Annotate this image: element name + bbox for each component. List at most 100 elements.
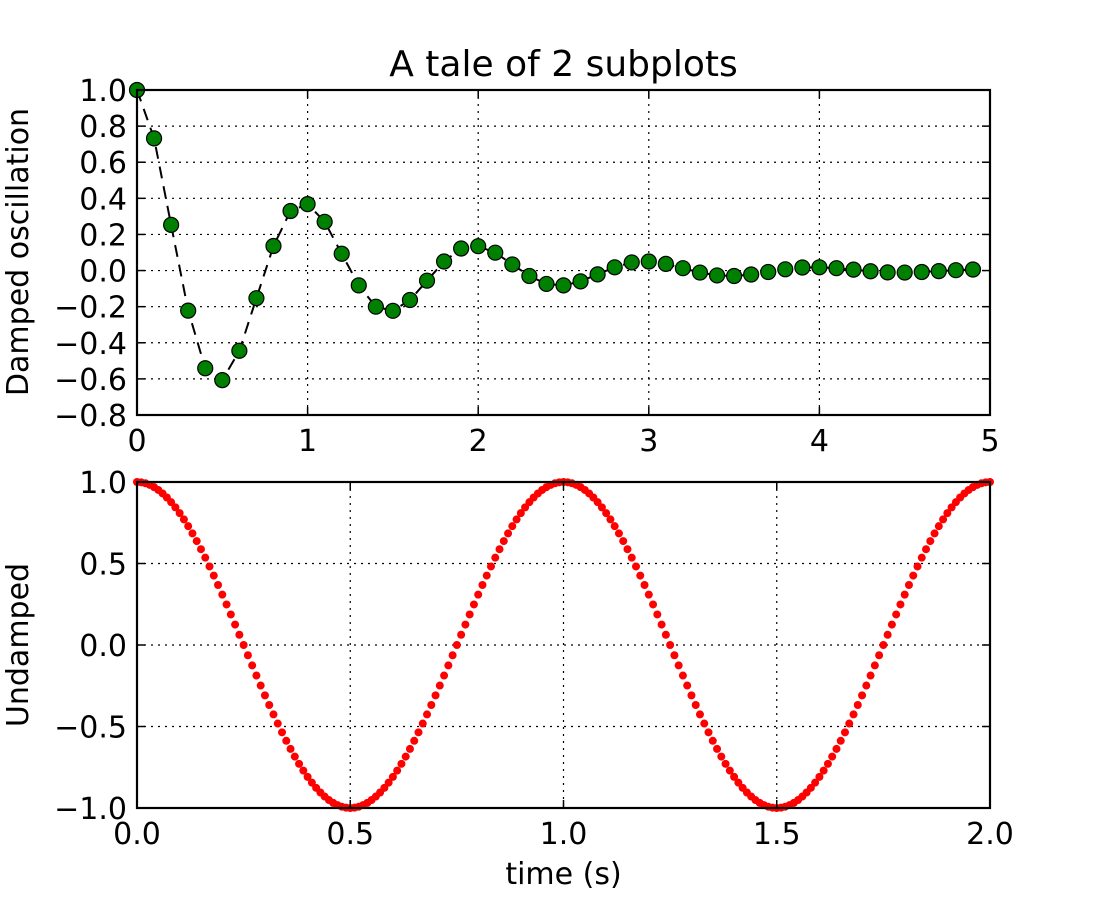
- data-point: [623, 254, 640, 271]
- data-point: [725, 766, 734, 775]
- data-point: [269, 710, 278, 719]
- bottom-y-tick-label: 0.0: [79, 629, 127, 664]
- data-point: [538, 275, 555, 293]
- data-point: [879, 264, 896, 281]
- data-point: [939, 515, 948, 524]
- data-point: [743, 266, 760, 283]
- top-y-tick-label: 0.2: [79, 218, 127, 253]
- data-point: [248, 290, 265, 307]
- data-point: [367, 298, 384, 315]
- data-point: [452, 641, 461, 649]
- data-point: [205, 562, 214, 571]
- data-point: [794, 259, 811, 276]
- data-point: [444, 661, 453, 670]
- data-point: [811, 259, 828, 276]
- data-point: [435, 253, 453, 270]
- data-point: [192, 537, 201, 546]
- top-axes-frame: [135, 88, 992, 417]
- data-point: [674, 661, 683, 670]
- data-point: [678, 671, 687, 680]
- data-point: [597, 503, 606, 512]
- data-point: [636, 571, 645, 580]
- data-point: [917, 553, 926, 562]
- data-point: [811, 778, 820, 787]
- data-point: [845, 719, 854, 728]
- data-point: [214, 372, 231, 389]
- data-point: [934, 522, 943, 531]
- data-point: [495, 545, 504, 554]
- data-point: [145, 130, 163, 147]
- data-point: [866, 671, 875, 680]
- data-point: [708, 267, 726, 284]
- data-point: [819, 766, 828, 775]
- data-point: [832, 744, 841, 753]
- bottom-y-tick-label: −0.5: [54, 711, 127, 746]
- data-point: [469, 600, 478, 609]
- top-y-tick-label: −0.8: [54, 399, 127, 434]
- data-point: [474, 590, 483, 599]
- data-point: [175, 509, 184, 518]
- data-point: [410, 736, 419, 745]
- top-ticks: 0 1 2 3 4 5 1.00.80.60.40.20.0−0.2−0.4−0.6−0.8: [54, 74, 999, 459]
- data-point: [627, 553, 636, 562]
- data-point: [448, 651, 457, 660]
- data-point: [572, 273, 589, 290]
- data-point: [461, 620, 470, 629]
- data-point: [179, 515, 188, 524]
- data-point: [299, 196, 316, 213]
- data-point: [661, 630, 670, 639]
- data-point: [196, 545, 205, 554]
- data-point: [405, 744, 414, 753]
- data-point: [427, 701, 436, 710]
- data-point: [435, 681, 444, 690]
- data-point: [226, 610, 235, 619]
- undamped-series: [133, 478, 994, 812]
- data-point: [487, 244, 504, 261]
- top-y-tick-label: −0.6: [54, 363, 127, 398]
- data-point: [491, 553, 500, 562]
- top-y-tick-label: 1.0: [79, 74, 127, 109]
- data-point: [657, 255, 674, 272]
- data-point: [623, 545, 632, 554]
- data-point: [947, 262, 964, 279]
- data-point: [290, 752, 299, 761]
- data-point: [649, 600, 658, 609]
- data-point: [299, 766, 308, 775]
- data-point: [815, 772, 824, 781]
- data-point: [499, 537, 508, 546]
- data-point: [695, 710, 704, 719]
- data-point: [282, 736, 291, 745]
- data-point: [555, 277, 572, 294]
- top-x-tick-label: 0: [127, 424, 146, 459]
- data-point: [516, 509, 525, 518]
- data-point: [201, 553, 210, 562]
- data-point: [440, 671, 449, 680]
- top-y-tick-label: −0.2: [54, 291, 127, 326]
- data-point: [589, 266, 606, 283]
- data-point: [687, 691, 696, 700]
- data-point: [657, 620, 666, 629]
- data-point: [171, 503, 180, 512]
- data-point: [231, 620, 240, 629]
- data-point: [896, 600, 905, 609]
- data-point: [900, 590, 909, 599]
- top-x-tick-label: 4: [810, 424, 829, 459]
- data-point: [457, 630, 466, 639]
- bottom-x-tick-label: 1.5: [753, 817, 801, 852]
- data-point: [197, 360, 214, 377]
- top-y-tick-label: −0.4: [54, 327, 127, 362]
- data-point: [478, 580, 487, 589]
- data-point: [653, 610, 662, 619]
- data-point: [401, 291, 419, 309]
- data-point: [504, 256, 521, 273]
- data-point: [640, 253, 657, 270]
- bottom-x-tick-label: 2.0: [966, 817, 1014, 852]
- data-point: [521, 267, 538, 285]
- data-point: [163, 216, 180, 233]
- data-point: [666, 641, 675, 649]
- data-point: [184, 522, 193, 531]
- data-point: [883, 630, 892, 639]
- data-point: [717, 752, 726, 761]
- data-point: [508, 522, 517, 531]
